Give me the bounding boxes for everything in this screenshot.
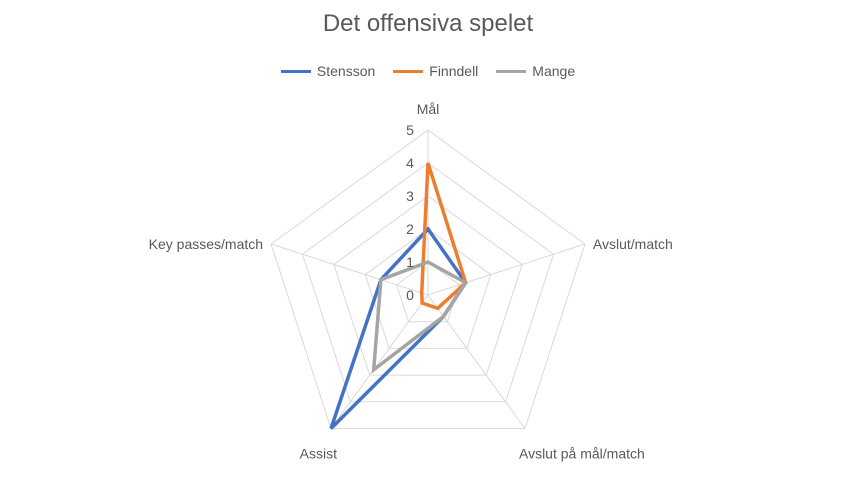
legend-item-2: Mange [496,63,575,79]
axis-label-4: Key passes/match [149,236,263,252]
chart-title: Det offensiva spelet [322,10,534,37]
grid-ring-2 [364,228,492,349]
axis-label-2: Avslut på mål/match [519,445,645,461]
grid-spoke-3 [330,294,429,429]
grid-ring-5 [270,129,586,429]
tick-label-3: 3 [406,188,414,204]
tick-label-0: 0 [406,287,414,303]
tick-label-2: 2 [406,221,414,237]
legend-label-0: Stensson [316,63,376,79]
legend-swatch-1 [393,69,424,73]
grid-spoke-1 [427,243,586,296]
grid-ring-4 [301,162,555,403]
series-line-2 [371,260,469,374]
legend-label-2: Mange [532,63,576,79]
legend-item-1: Finndell [393,63,478,79]
axis-label-3: Assist [300,445,337,461]
legend-swatch-0 [280,69,311,73]
tick-label-1: 1 [406,254,414,270]
tick-label-4: 4 [406,155,414,171]
series-line-0 [329,226,468,430]
grid-ring-3 [333,195,523,376]
legend-item-0: Stensson [280,63,376,79]
axis-label-0: Mål [417,101,440,117]
grid-spoke-4 [270,243,429,296]
axis-label-1: Avslut/match [593,236,673,252]
legend-label-1: Finndell [429,63,479,79]
legend: Stensson Finndell Mange [0,63,856,79]
legend-swatch-2 [496,69,527,73]
series-line-1 [419,162,468,311]
grid-ring-1 [396,261,460,323]
tick-label-5: 5 [406,122,414,138]
